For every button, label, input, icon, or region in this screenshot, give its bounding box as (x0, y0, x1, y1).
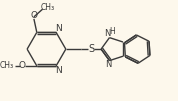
Text: N: N (55, 66, 62, 75)
Text: N: N (55, 24, 62, 33)
Text: O: O (30, 11, 37, 20)
Text: H: H (109, 27, 115, 36)
Text: S: S (88, 44, 94, 54)
Text: CH₃: CH₃ (0, 61, 14, 70)
Text: N: N (105, 60, 112, 69)
Text: CH₃: CH₃ (40, 3, 54, 12)
Text: O: O (19, 61, 26, 70)
Text: N: N (104, 29, 111, 38)
